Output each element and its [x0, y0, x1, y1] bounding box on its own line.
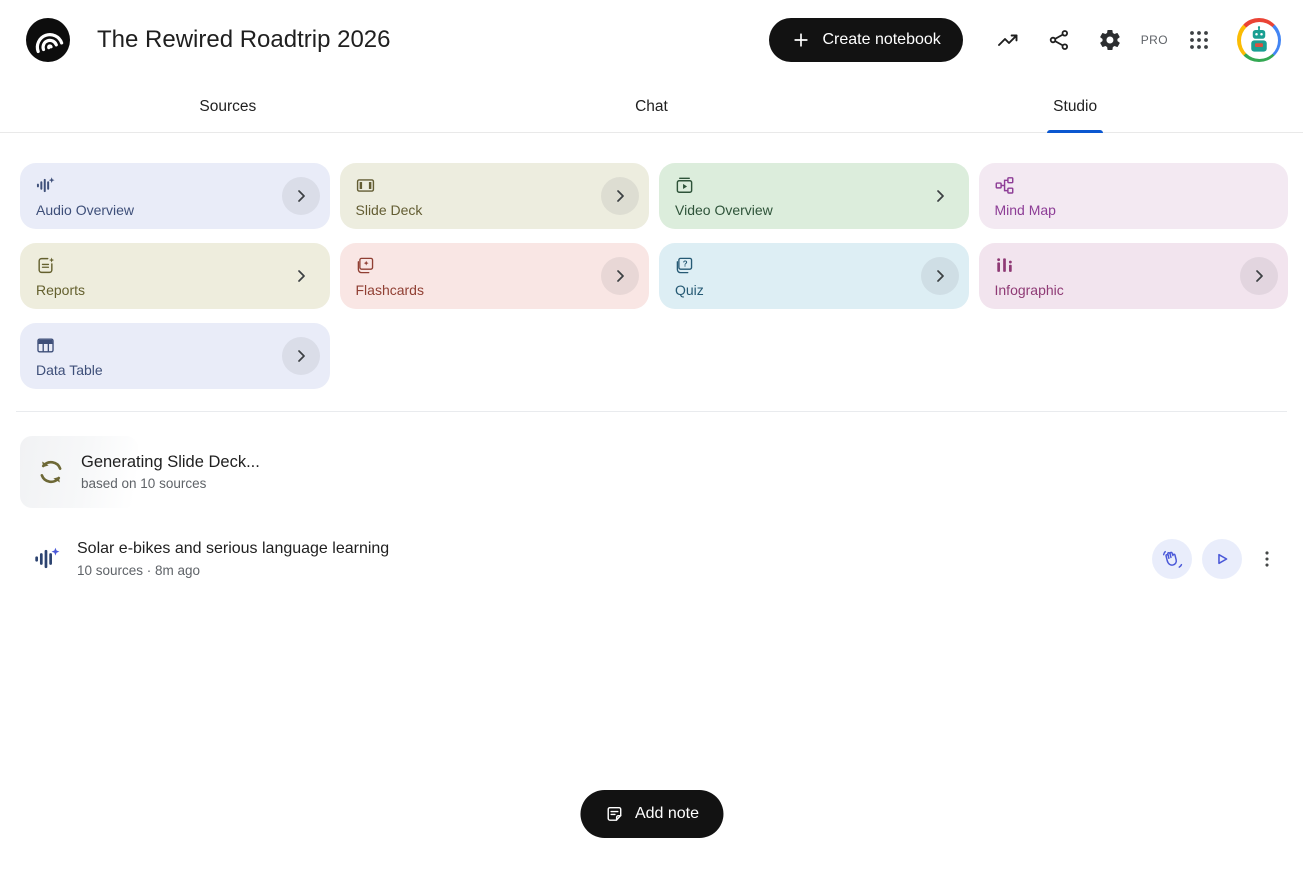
chevron-right-icon[interactable] — [601, 177, 639, 215]
audio-item-meta: 10 sources · 8m ago — [77, 563, 201, 578]
play-icon[interactable] — [1202, 539, 1242, 579]
tab-sources[interactable]: Sources — [199, 97, 257, 115]
note-icon — [604, 804, 624, 824]
pro-badge: PRO — [1140, 33, 1168, 47]
create-notebook-button[interactable]: Create notebook — [769, 18, 963, 62]
tab-chat[interactable]: Chat — [635, 97, 668, 115]
interactive-mode-hand-icon[interactable] — [1152, 539, 1192, 579]
card-label: Reports — [36, 282, 86, 298]
studio-card-video-overview[interactable]: Video Overview — [659, 163, 969, 229]
mind-map-icon — [995, 176, 1273, 195]
settings-gear-icon[interactable] — [1097, 27, 1123, 53]
card-label: Slide Deck — [355, 202, 423, 218]
studio-card-infographic[interactable]: Infographic — [978, 243, 1288, 309]
card-label: Data Table — [36, 362, 103, 378]
create-notebook-label: Create notebook — [822, 31, 941, 48]
user-avatar[interactable] — [1237, 18, 1281, 62]
loading-shimmer — [20, 436, 138, 508]
add-note-button[interactable]: Add note — [579, 790, 724, 838]
generating-title: Generating Slide Deck... — [81, 453, 260, 471]
audio-waveform-icon — [36, 176, 314, 195]
tab-studio[interactable]: Studio — [863, 81, 1287, 132]
studio-card-quiz[interactable]: ? Quiz — [659, 243, 969, 309]
notebook-title[interactable]: The Rewired Roadtrip 2026 — [97, 26, 391, 53]
audio-item-title: Solar e-bikes and serious language learn… — [77, 540, 390, 557]
card-label: Audio Overview — [36, 202, 135, 218]
header: The Rewired Roadtrip 2026 Create noteboo… — [0, 0, 1303, 80]
card-label: Mind Map — [994, 202, 1056, 218]
video-overview-icon — [675, 176, 953, 195]
report-sparkle-icon — [36, 256, 314, 275]
chevron-right-icon[interactable] — [281, 177, 320, 215]
chevron-right-icon[interactable] — [282, 257, 320, 295]
chevron-right-icon[interactable] — [601, 257, 639, 295]
apps-grid-icon[interactable] — [1186, 27, 1212, 53]
notebooklm-logo[interactable] — [26, 18, 70, 62]
studio-card-reports[interactable]: Reports — [20, 243, 330, 309]
chevron-right-icon[interactable] — [920, 257, 959, 295]
audio-overview-item[interactable]: Solar e-bikes and serious language learn… — [20, 526, 1287, 592]
quiz-icon: ? — [675, 256, 953, 275]
chevron-right-icon[interactable] — [1240, 257, 1278, 295]
card-label: Quiz — [675, 282, 704, 298]
generating-item[interactable]: Generating Slide Deck... based on 10 sou… — [20, 434, 1287, 510]
studio-card-audio-overview[interactable]: Audio Overview — [20, 163, 330, 229]
card-label: Infographic — [994, 282, 1064, 298]
slide-deck-icon — [356, 176, 634, 195]
card-label: Flashcards — [355, 282, 424, 298]
generating-subtitle: based on 10 sources — [81, 476, 207, 491]
studio-card-slide-deck[interactable]: Slide Deck — [339, 163, 649, 229]
avatar-robot-image — [1240, 21, 1278, 59]
chevron-right-icon[interactable] — [281, 337, 320, 375]
studio-card-data-table[interactable]: Data Table — [20, 323, 330, 389]
svg-text:?: ? — [683, 260, 688, 269]
more-menu-icon[interactable] — [1255, 547, 1279, 571]
sync-arrows-icon — [36, 457, 66, 487]
chevron-right-icon[interactable] — [921, 177, 959, 215]
add-note-label: Add note — [634, 805, 700, 822]
share-icon[interactable] — [1046, 27, 1072, 53]
data-table-icon — [36, 336, 314, 355]
infographic-icon — [995, 256, 1273, 275]
trending-up-icon[interactable] — [995, 27, 1021, 53]
plus-icon — [791, 30, 811, 50]
flashcards-icon — [356, 256, 634, 275]
card-label: Video Overview — [675, 202, 773, 218]
studio-card-grid: Audio Overview Slide Deck Video Overview Mi… — [20, 163, 1288, 389]
section-divider — [16, 411, 1287, 412]
audio-waveform-icon — [34, 546, 60, 572]
tab-bar: Sources Chat Studio — [0, 81, 1303, 133]
studio-card-mind-map[interactable]: Mind Map — [978, 163, 1288, 229]
studio-card-flashcards[interactable]: Flashcards — [339, 243, 649, 309]
